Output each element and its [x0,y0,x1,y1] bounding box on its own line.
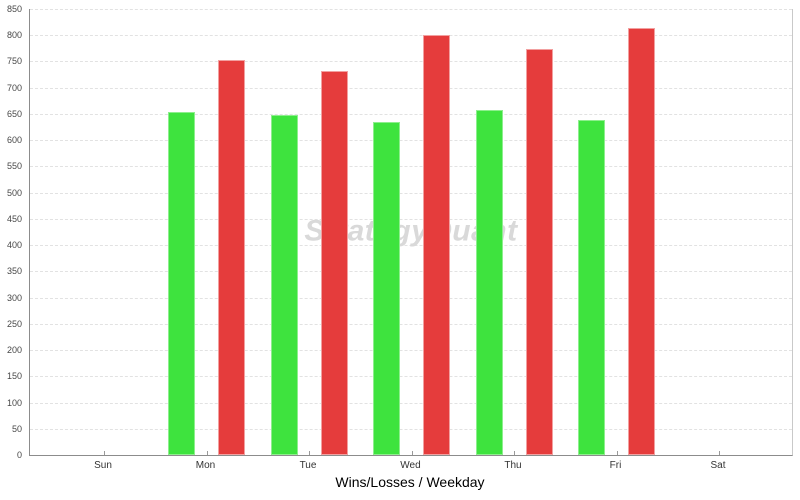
gridline-50 [30,428,792,430]
y-tick-label-450: 450 [6,213,22,224]
y-tick-label-600: 600 [6,135,22,146]
gridline-200 [30,350,792,352]
bar-wins-fri [578,119,605,455]
x-tick-sun [104,451,105,455]
y-tick-label-50: 50 [11,423,22,434]
y-tick-label-400: 400 [6,240,22,251]
y-tick-label-100: 100 [6,397,22,408]
bar-losses-fri [628,27,655,455]
y-tick-label-200: 200 [6,345,22,356]
gridline-600 [30,140,792,142]
x-tick-label-wed: Wed [400,460,421,471]
y-tick-label-750: 750 [6,56,22,67]
x-tick-label-sat: Sat [710,460,726,471]
gridline-750 [30,61,792,63]
y-tick-label-700: 700 [6,82,22,93]
bar-losses-tue [320,71,348,455]
y-tick-label-350: 350 [6,266,22,277]
x-tick-label-sun: Sun [94,460,112,471]
y-tick-label-650: 650 [6,108,22,119]
gridline-450 [30,218,792,220]
y-tick-label-150: 150 [6,371,22,382]
gridline-300 [30,297,792,299]
x-tick-label-fri: Fri [609,460,622,471]
x-tick-sat [719,451,720,455]
x-tick-label-tue: Tue [299,460,317,471]
gridline-150 [30,376,792,378]
y-tick-label-0: 0 [16,450,22,460]
bar-wins-thu [475,110,503,455]
bar-wins-wed [373,122,400,455]
bar-wins-mon [168,111,195,455]
gridline-100 [30,402,792,404]
y-tick-label-300: 300 [6,292,22,303]
bar-losses-thu [525,48,553,455]
x-tick-wed [411,451,413,455]
bar-wins-tue [270,115,298,455]
x-tick-label-thu: Thu [504,460,522,471]
y-tick-label-800: 800 [6,30,22,41]
gridline-400 [30,245,792,247]
x-tick-tue [309,451,310,455]
x-tick-label-mon: Mon [195,460,216,471]
gridline-550 [30,166,792,168]
gridline-800 [30,35,792,37]
gridline-350 [30,271,792,273]
y-tick-label-850: 850 [6,4,22,14]
gridline-700 [30,87,792,89]
y-tick-label-550: 550 [6,161,22,172]
gridline-250 [30,323,792,325]
y-tick-label-250: 250 [6,318,22,329]
gridline-650 [30,113,792,115]
gridline-850 [30,9,792,10]
bar-losses-mon [218,59,245,455]
x-tick-fri [616,451,618,455]
bar-losses-wed [423,34,450,455]
y-tick-label-500: 500 [6,187,22,198]
gridline-500 [30,192,792,194]
x-tick-mon [206,451,208,455]
x-tick-thu [514,451,515,455]
chart-title: Wins/Losses / Weekday [335,474,485,490]
plot-area: StrategyQuant [29,9,793,456]
